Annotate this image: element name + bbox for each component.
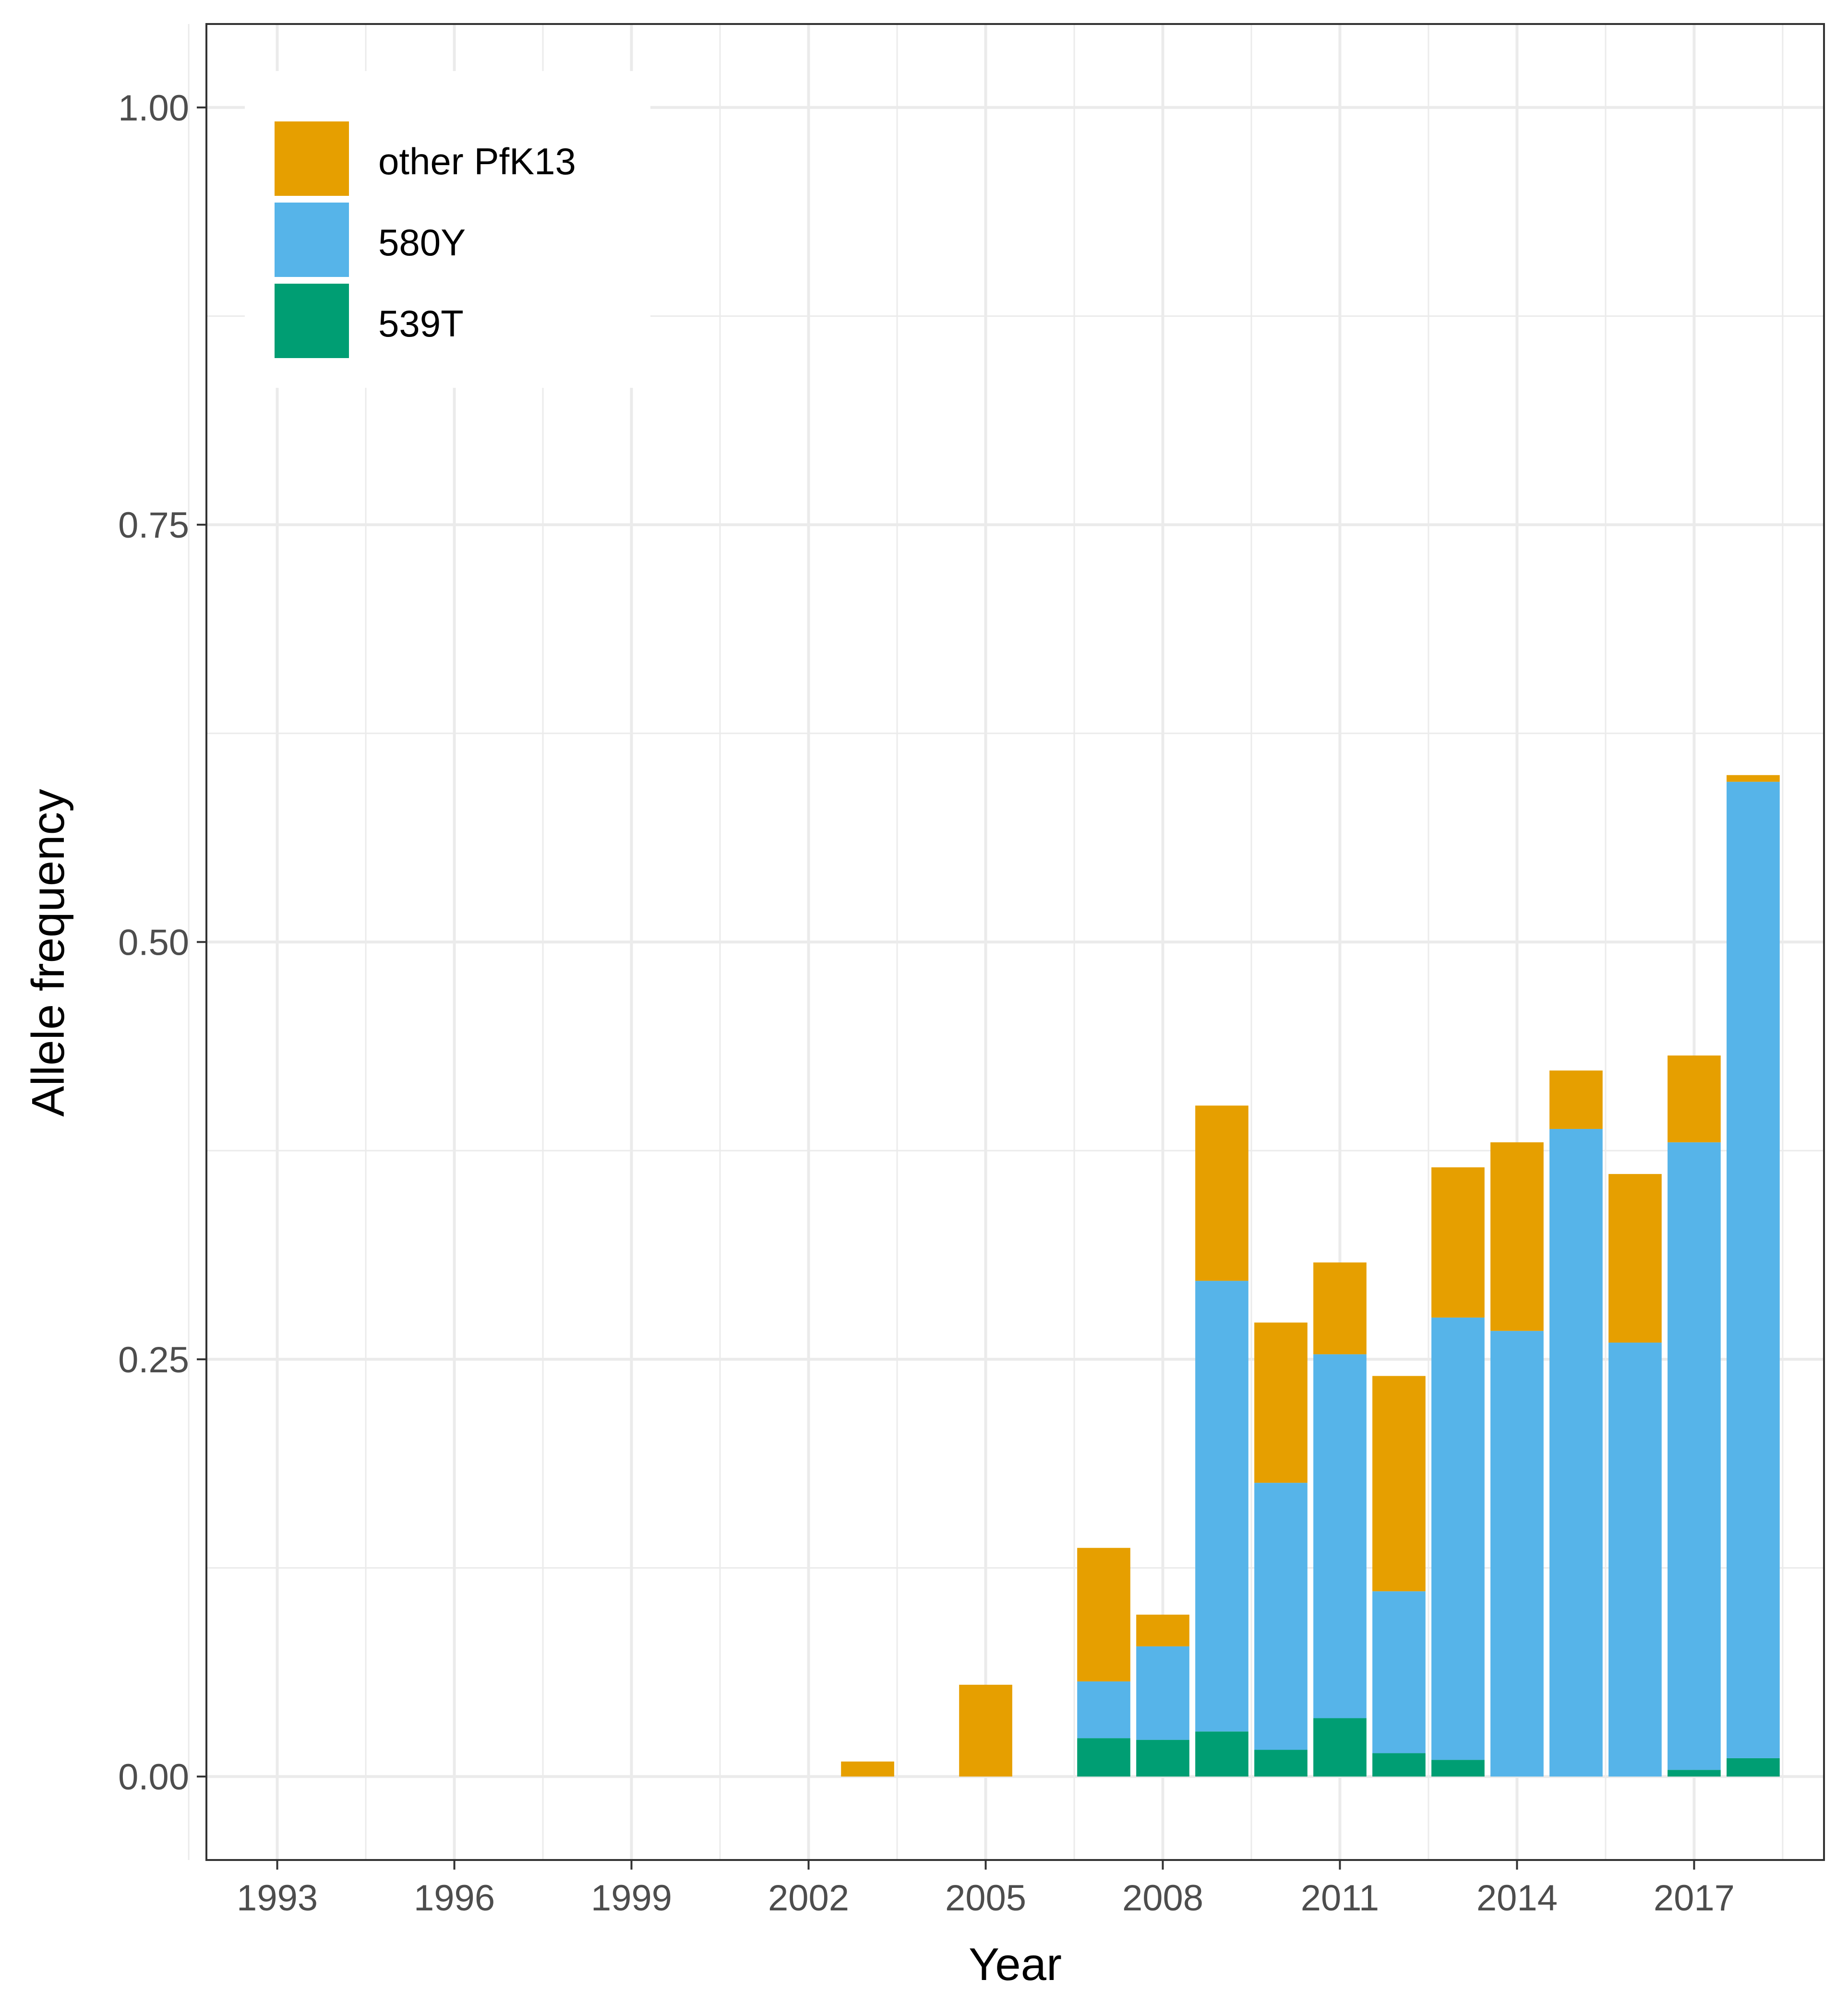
bar-other-pfk13-2010 xyxy=(1254,1322,1308,1483)
bar-other-pfk13-2003 xyxy=(841,1761,894,1777)
bar-other-pfk13-2013 xyxy=(1431,1167,1485,1318)
bar-539t-2013 xyxy=(1431,1760,1485,1777)
y-tick-label: 0.25 xyxy=(118,1340,189,1380)
bar-580y-2009 xyxy=(1195,1281,1248,1732)
y-tick-label: 0.00 xyxy=(118,1757,189,1798)
legend-key-539t xyxy=(275,284,349,358)
bar-539t-2011 xyxy=(1313,1718,1367,1777)
bar-other-pfk13-2015 xyxy=(1549,1070,1603,1129)
bar-other-pfk13-2011 xyxy=(1313,1262,1367,1355)
x-tick-label: 2017 xyxy=(1654,1878,1735,1919)
bar-539t-2007 xyxy=(1077,1738,1130,1777)
bar-539t-2017 xyxy=(1668,1770,1721,1777)
legend: other PfK13 580Y 539T xyxy=(245,71,650,388)
bar-539t-2012 xyxy=(1372,1753,1426,1777)
bar-580y-2014 xyxy=(1490,1331,1544,1777)
x-tick-label: 1993 xyxy=(237,1878,318,1919)
bar-580y-2013 xyxy=(1431,1317,1485,1760)
bar-other-pfk13-2007 xyxy=(1077,1548,1130,1681)
axes: 0.00 0.25 0.50 0.75 1.00 1993 1996 1999 2002 2005… xyxy=(118,88,1735,1919)
bar-539t-2009 xyxy=(1195,1731,1248,1777)
bar-580y-2008 xyxy=(1136,1646,1189,1740)
legend-key-other-pfk13 xyxy=(275,121,349,196)
legend-label-other-pfk13: other PfK13 xyxy=(378,140,576,182)
bar-539t-2008 xyxy=(1136,1740,1189,1777)
x-tick-label: 2011 xyxy=(1301,1878,1379,1919)
y-axis-title: Allele frequency xyxy=(23,789,74,1116)
bar-580y-2018 xyxy=(1727,781,1780,1758)
bar-580y-2012 xyxy=(1372,1591,1426,1753)
bar-series xyxy=(841,775,1780,1777)
x-axis-title: Year xyxy=(969,1939,1062,1990)
bar-539t-2010 xyxy=(1254,1750,1308,1777)
bar-other-pfk13-2017 xyxy=(1668,1055,1721,1142)
x-tick-label: 2002 xyxy=(768,1878,849,1919)
bar-other-pfk13-2009 xyxy=(1195,1105,1248,1281)
x-tick-label: 2008 xyxy=(1122,1878,1203,1919)
y-tick-label: 0.75 xyxy=(118,505,189,546)
bar-539t-2018 xyxy=(1727,1758,1780,1777)
bar-other-pfk13-2012 xyxy=(1372,1376,1426,1592)
bar-other-pfk13-2018 xyxy=(1727,775,1780,782)
x-tick-label: 2005 xyxy=(945,1878,1026,1919)
y-tick-label: 1.00 xyxy=(118,88,189,129)
x-tick-label: 2014 xyxy=(1476,1878,1558,1919)
bar-580y-2010 xyxy=(1254,1483,1308,1750)
bar-other-pfk13-2005 xyxy=(959,1684,1012,1777)
legend-label-580y: 580Y xyxy=(378,221,466,264)
bar-580y-2015 xyxy=(1549,1128,1603,1777)
y-tick-label: 0.50 xyxy=(118,923,189,963)
legend-key-580y xyxy=(275,203,349,277)
bar-580y-2007 xyxy=(1077,1681,1130,1739)
x-tick-label: 1999 xyxy=(591,1878,672,1919)
bar-other-pfk13-2016 xyxy=(1608,1174,1662,1343)
bar-580y-2011 xyxy=(1313,1354,1367,1718)
bar-other-pfk13-2008 xyxy=(1136,1614,1189,1646)
x-tick-label: 1996 xyxy=(414,1878,495,1919)
legend-label-539t: 539T xyxy=(378,302,464,345)
bar-580y-2016 xyxy=(1608,1343,1662,1777)
bar-other-pfk13-2014 xyxy=(1490,1142,1544,1331)
bar-580y-2017 xyxy=(1668,1142,1721,1770)
